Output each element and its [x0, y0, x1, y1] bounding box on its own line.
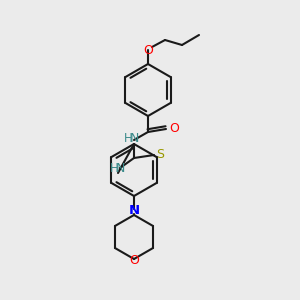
Text: H: H [110, 161, 118, 175]
Text: N: N [115, 161, 125, 175]
Text: N: N [129, 133, 139, 146]
Text: O: O [143, 44, 153, 56]
Text: O: O [129, 254, 139, 268]
Text: O: O [169, 122, 179, 136]
Text: S: S [156, 148, 164, 161]
Text: N: N [128, 203, 140, 217]
Text: H: H [124, 133, 132, 146]
